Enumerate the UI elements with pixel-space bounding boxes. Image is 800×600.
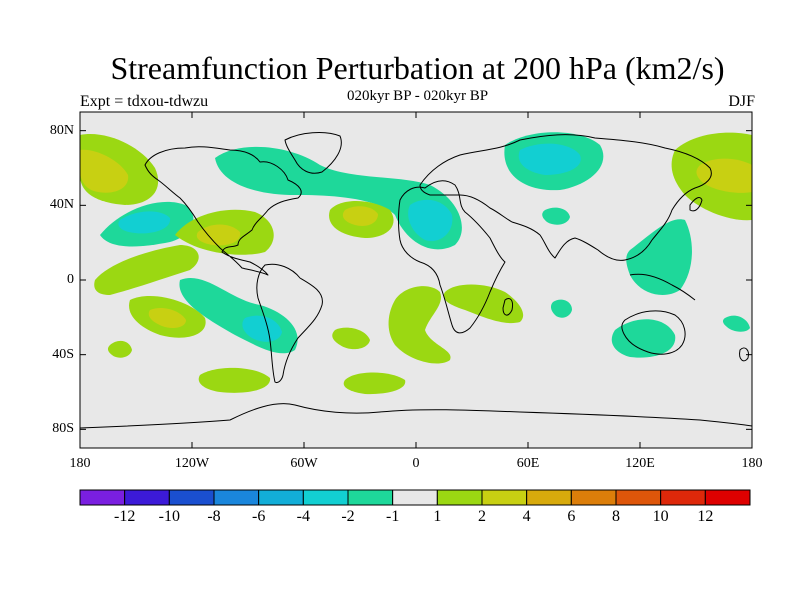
colorbar-swatch [704, 489, 751, 506]
field-pos-southern-africa [443, 284, 524, 324]
coast-africa-europe [398, 180, 506, 334]
colorbar-swatch [168, 489, 215, 506]
colorbar-label: -1 [385, 508, 400, 525]
field-neg-indian [542, 207, 570, 225]
colorbar-swatch [79, 489, 126, 506]
colorbar-swatch [615, 489, 662, 506]
field-pos-south-atlantic-west [332, 327, 370, 350]
lon-tick-label: 180 [741, 456, 763, 471]
field-pos-mid-atlantic-core [342, 206, 378, 226]
field-neg-siberia-core [518, 143, 581, 175]
colorbar [79, 489, 751, 506]
colorbar-label: 2 [478, 508, 486, 525]
season-label: DJF [728, 93, 755, 110]
field-pos-south-pacific-small [107, 340, 132, 358]
field-neg-southwest-pacific [722, 315, 750, 332]
colorbar-swatch [660, 489, 706, 506]
lon-tick-label: 60E [516, 456, 540, 471]
colorbar-label: -2 [341, 508, 355, 525]
colorbar-label: -12 [113, 508, 136, 525]
coast-greenland [284, 132, 342, 174]
colorbar-swatch [302, 489, 349, 506]
colorbar-swatch [392, 489, 438, 506]
colorbar-label: -10 [158, 508, 180, 525]
colorbar-label: 1 [433, 508, 442, 525]
colorbar-swatch [526, 489, 572, 506]
field-neg-australia [611, 319, 676, 358]
coast-south-america [256, 263, 323, 383]
colorbar-label: -6 [251, 508, 266, 525]
lon-tick-label: 60W [290, 456, 318, 471]
streamfunction-field [80, 132, 752, 395]
field-pos-east-siberia-core [696, 158, 752, 193]
coast-indonesia [629, 273, 696, 301]
map-title: Streamfunction Perturbation at 200 hPa (… [110, 50, 725, 86]
lon-tick-label: 0 [412, 456, 420, 471]
coast-antarctica [80, 403, 752, 429]
coast-madagascar [502, 297, 513, 316]
field-pos-gulf-core [196, 224, 241, 246]
lat-tick-label: 0 [67, 272, 74, 287]
field-neg-mediterranean-core [408, 199, 453, 242]
field-neg-west-pacific [626, 219, 692, 295]
colorbar-swatch [258, 489, 304, 506]
colorbar-label: 4 [522, 508, 531, 525]
lat-tick-label: 40N [49, 197, 74, 213]
colorbar-label: -8 [207, 508, 221, 525]
coast-new-zealand [739, 347, 749, 362]
colorbar-label: -4 [296, 508, 310, 525]
lon-tick-label: 120E [625, 456, 655, 471]
lat-tick-label: 80S [52, 421, 74, 437]
field-pos-alaska-core [80, 149, 129, 193]
colorbar-label: 12 [697, 508, 714, 525]
lat-tick-label: 40S [52, 346, 74, 362]
field-pos-drake [198, 367, 271, 393]
colorbar-swatch [436, 489, 483, 506]
colorbar-swatch [347, 489, 394, 506]
colorbar-swatch [570, 489, 617, 506]
coast-japan [689, 197, 703, 212]
coast-eurasia [419, 134, 712, 261]
colorbar-label: 10 [652, 508, 669, 525]
field-pos-central-pacific [94, 245, 199, 295]
colorbar-swatch [481, 489, 528, 506]
field-neg-south-america-core [242, 315, 282, 342]
field-neg-south-indian [550, 299, 572, 318]
field-pos-southern-ocean [343, 372, 406, 395]
field-pos-south-atlantic [388, 286, 451, 364]
coast-australia [621, 310, 686, 355]
lon-tick-label: 180 [69, 456, 91, 471]
field-neg-north-atlantic [215, 146, 462, 250]
colorbar-label: 8 [612, 508, 620, 525]
map-subtitle: 020kyr BP - 020kyr BP [346, 88, 489, 104]
coastlines [80, 132, 752, 429]
axis-ticks [79, 112, 753, 448]
colorbar-swatch [213, 489, 260, 506]
lat-tick-label: 80N [49, 122, 74, 138]
coast-north-america [144, 146, 302, 276]
colorbar-swatch [124, 489, 170, 506]
field-pos-south-pacific-core [148, 308, 186, 328]
lon-tick-label: 120W [174, 456, 210, 471]
experiment-label: Expt = tdxou-tdwzu [80, 93, 209, 110]
colorbar-label: 6 [567, 508, 576, 525]
field-neg-pacific-core [118, 211, 171, 234]
